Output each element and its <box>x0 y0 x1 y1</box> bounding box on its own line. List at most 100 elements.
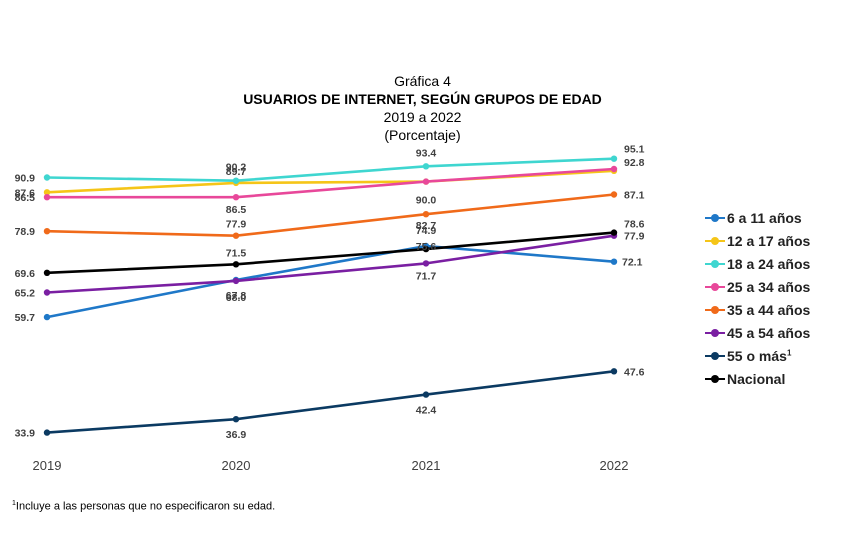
data-label: 93.4 <box>416 147 437 159</box>
data-label: 90.2 <box>226 162 247 174</box>
data-point <box>43 189 51 196</box>
data-point <box>610 229 618 236</box>
data-label: 71.5 <box>226 247 247 259</box>
legend-label: 12 a 17 años <box>727 232 811 249</box>
legend-swatch <box>705 351 725 361</box>
x-tick-label: 2019 <box>33 458 62 473</box>
series-line <box>46 157 615 182</box>
series-line <box>46 234 615 294</box>
series-line <box>47 167 615 199</box>
data-point <box>422 391 430 398</box>
data-label: 86.5 <box>226 204 247 216</box>
legend-swatch-dot <box>711 305 719 314</box>
legend-swatch-dot <box>711 213 719 222</box>
data-point <box>43 228 51 235</box>
legend-swatch <box>705 213 725 223</box>
legend-swatch <box>705 282 725 292</box>
chart-legend: 6 a 11 años 12 a 17 años 18 a 24 años 25 a … <box>705 206 810 390</box>
chart-period: 2019 a 2022 <box>383 109 462 125</box>
data-label: 59.7 <box>15 312 36 324</box>
legend-swatch <box>705 236 725 246</box>
legend-swatch-dot <box>711 374 719 383</box>
data-point <box>610 155 618 162</box>
data-label: 90.0 <box>416 195 437 207</box>
legend-swatch-dot <box>711 259 719 268</box>
data-label: 69.6 <box>15 268 36 280</box>
legend-swatch <box>705 374 725 384</box>
data-point <box>43 174 51 181</box>
legend-superscript: 1 <box>786 347 792 357</box>
legend-label: Nacional <box>727 370 786 387</box>
series-line <box>46 231 615 275</box>
data-point <box>422 211 430 218</box>
legend-swatch-dot <box>711 236 719 245</box>
legend-swatch <box>705 305 725 315</box>
data-point <box>232 277 240 285</box>
legend-swatch-dot <box>711 328 719 337</box>
data-point <box>232 194 240 201</box>
data-point <box>43 313 51 321</box>
legend-item: 25 a 34 años <box>705 275 810 298</box>
data-label: 74.9 <box>416 225 437 237</box>
data-point <box>232 232 240 239</box>
data-point <box>232 261 240 268</box>
data-label: 72.1 <box>622 257 643 269</box>
legend-item: Nacional <box>705 367 810 390</box>
data-label: 65.2 <box>15 288 36 300</box>
data-label: 92.8 <box>624 157 645 169</box>
legend-item: 45 a 54 años <box>705 321 810 344</box>
data-label: 47.6 <box>624 366 645 378</box>
data-label: 67.8 <box>226 290 247 302</box>
x-tick-label: 2020 <box>222 458 251 473</box>
data-point <box>232 177 240 184</box>
legend-swatch-dot <box>711 282 719 291</box>
data-point <box>610 191 618 198</box>
data-point <box>43 289 51 296</box>
series-line <box>46 244 615 319</box>
legend-item: 55 o más1 <box>705 344 810 367</box>
data-label: 95.1 <box>624 144 645 156</box>
data-label: 78.9 <box>15 226 36 238</box>
x-tick-label: 2021 <box>412 458 441 473</box>
data-label: 36.9 <box>226 429 247 441</box>
data-label: 75.6 <box>416 241 437 253</box>
legend-label: 25 a 34 años <box>727 278 811 295</box>
data-label: 78.6 <box>624 219 645 231</box>
legend-swatch <box>705 328 725 338</box>
data-label: 86.5 <box>15 192 36 204</box>
legend-label: 45 a 54 años <box>727 324 811 341</box>
chart-title-block: Gráfica 4 USUARIOS DE INTERNET, SEGÚN GR… <box>0 72 845 144</box>
legend-label: 18 a 24 años <box>727 255 811 272</box>
data-point <box>610 258 618 265</box>
footnote-marker: 1 <box>12 500 16 507</box>
data-label: 87.1 <box>624 190 645 202</box>
data-point <box>232 416 240 423</box>
data-point <box>422 163 430 170</box>
data-label: 82.7 <box>416 220 437 232</box>
legend-item: 18 a 24 años <box>705 252 810 275</box>
data-label: 33.9 <box>15 428 36 440</box>
data-label: 42.4 <box>416 405 437 417</box>
data-label: 90.9 <box>15 173 36 185</box>
chart-caption: Gráfica 4 <box>394 73 451 89</box>
legend-swatch-dot <box>711 351 719 360</box>
data-label: 68.0 <box>226 292 247 304</box>
data-point <box>610 368 618 375</box>
data-point <box>43 429 51 436</box>
data-label: 77.9 <box>624 231 645 243</box>
data-label: 89.7 <box>226 166 247 178</box>
footnote-text: Incluye a las personas que no especifica… <box>15 500 276 513</box>
legend-swatch <box>705 259 725 269</box>
legend-item: 35 a 44 años <box>705 298 810 321</box>
data-point <box>422 260 430 267</box>
data-point <box>43 269 51 276</box>
series-line <box>46 193 615 237</box>
data-point <box>422 245 430 253</box>
x-tick-label: 2022 <box>600 458 629 473</box>
data-point <box>422 178 430 185</box>
data-label: 87.6 <box>15 187 36 199</box>
chart-unit: (Porcentaje) <box>384 127 461 143</box>
data-label: 71.7 <box>416 270 437 282</box>
legend-item: 6 a 11 años <box>705 206 810 229</box>
